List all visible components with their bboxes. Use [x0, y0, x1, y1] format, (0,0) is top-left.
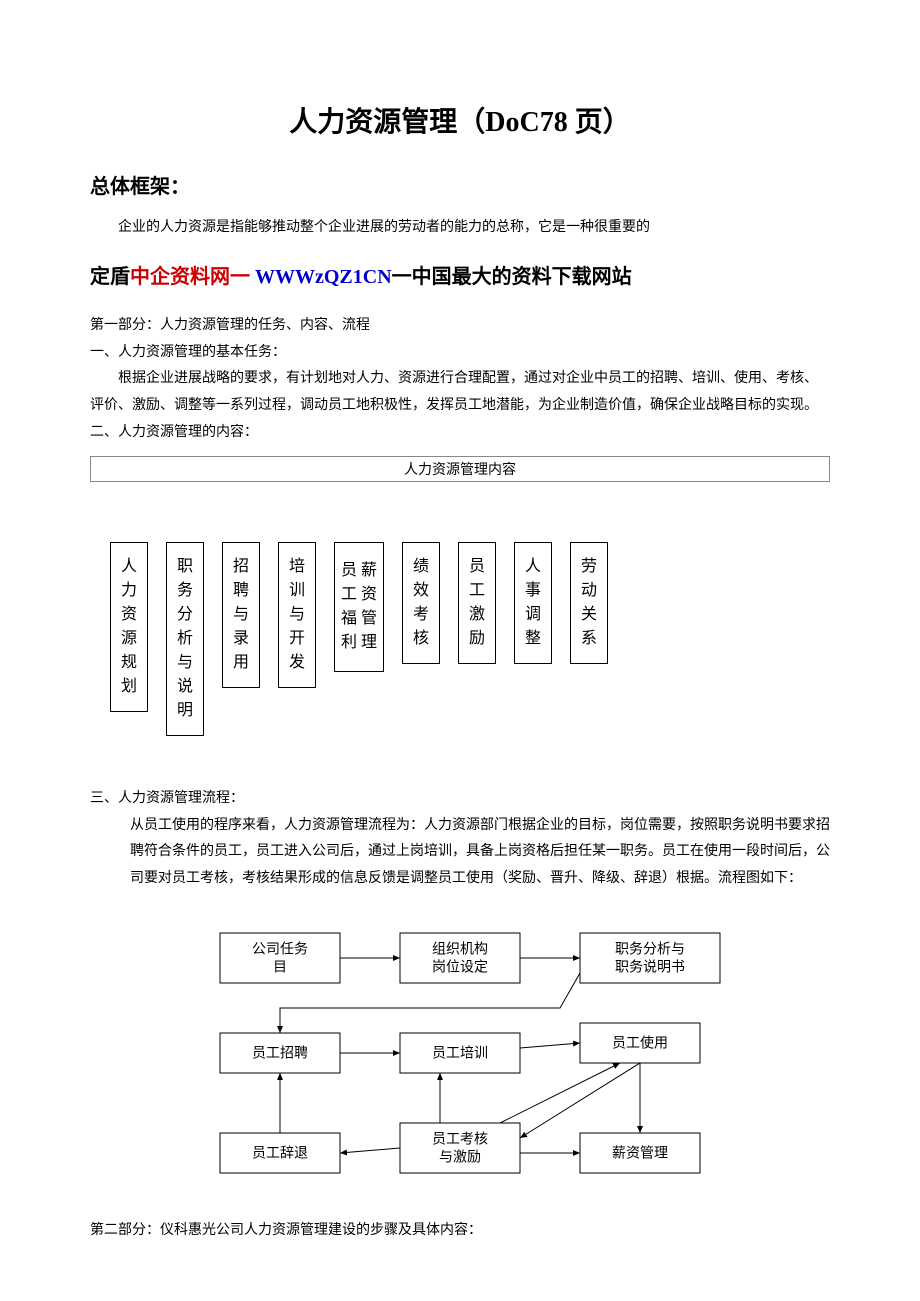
box-char: 招: [233, 555, 249, 579]
box-char: 考: [413, 603, 429, 627]
box-char: 与: [289, 603, 305, 627]
banner-link[interactable]: WWWzQZ1CN: [255, 266, 392, 288]
svg-text:岗位设定: 岗位设定: [432, 959, 488, 975]
hr-content-box: 招聘与录用: [222, 542, 260, 688]
box-char: 分: [177, 603, 193, 627]
box-char: 福: [341, 607, 357, 631]
box-char: 激: [469, 603, 485, 627]
hr-content-box: 人力资源规划: [110, 542, 148, 712]
svg-text:职务说明书: 职务说明书: [615, 959, 685, 975]
hr-content-box: 员工福利薪资管理: [334, 542, 384, 672]
box-char: 明: [177, 699, 193, 723]
site-banner: 定盾中企资料网一 WWWzQZ1CN一中国最大的资料下载网站: [90, 260, 830, 289]
svg-text:目: 目: [273, 960, 287, 975]
box-char: 事: [525, 579, 541, 603]
box-char: 用: [233, 651, 249, 675]
svg-text:员工招聘: 员工招聘: [252, 1045, 308, 1061]
svg-text:薪资管理: 薪资管理: [612, 1145, 668, 1161]
box-char: 培: [289, 555, 305, 579]
box-char: 力: [121, 579, 137, 603]
box-char: 系: [581, 627, 597, 651]
box-char: 调: [525, 603, 541, 627]
hr-flowchart: 公司任务目 组织机构岗位设定 职务分析与职务说明书员工招聘 员工培训 员工使用员工辞退 员…: [180, 913, 740, 1198]
svg-text:公司任务: 公司任务: [252, 941, 308, 957]
box-char: 利: [341, 631, 357, 655]
hr-content-boxes: 人力资源规划职务分析与说明招聘与录用培训与开发员工福利薪资管理绩效考核员工激励人…: [110, 542, 830, 736]
svg-text:员工使用: 员工使用: [612, 1034, 668, 1051]
part2-heading: 第二部分：仪科惠光公司人力资源管理建设的步骤及具体内容：: [90, 1218, 830, 1245]
box-col: 员工福利: [341, 559, 357, 655]
box-char: 动: [581, 579, 597, 603]
box-char: 员: [469, 555, 485, 579]
svg-text:与激励: 与激励: [439, 1148, 481, 1165]
box-char: 录: [233, 627, 249, 651]
box-char: 效: [413, 579, 429, 603]
box-char: 员: [341, 559, 357, 583]
section3-heading: 三、人力资源管理流程：: [90, 786, 830, 813]
banner-prefix: 定盾: [90, 266, 130, 288]
svg-text:职务分析与: 职务分析与: [615, 941, 685, 957]
document-page: 人力资源管理（DoC78 页） 总体框架： 企业的人力资源是指能够推动整个企业进…: [0, 0, 920, 1284]
svg-text:员工辞退: 员工辞退: [252, 1145, 308, 1161]
box-char: 规: [121, 651, 137, 675]
section1-heading: 一、人力资源管理的基本任务：: [90, 340, 830, 367]
box-char: 务: [177, 579, 193, 603]
box-char: 与: [177, 651, 193, 675]
box-char: 划: [121, 675, 137, 699]
box-char: 训: [289, 579, 305, 603]
svg-text:员工考核: 员工考核: [432, 1131, 488, 1147]
box-char: 资: [121, 603, 137, 627]
box-char: 资: [361, 583, 377, 607]
box-char: 说: [177, 675, 193, 699]
banner-suffix: 一中国最大的资料下载网站: [392, 266, 632, 288]
box-char: 发: [289, 651, 305, 675]
section2-heading: 二、人力资源管理的内容：: [90, 420, 830, 447]
hr-content-title-cell: 人力资源管理内容: [91, 457, 830, 482]
box-char: 整: [525, 627, 541, 651]
box-char: 人: [121, 555, 137, 579]
intro-paragraph: 企业的人力资源是指能够推动整个企业进展的劳动者的能力的总称，它是一种很重要的: [90, 215, 830, 240]
box-char: 工: [469, 579, 485, 603]
box-col: 薪资管理: [361, 559, 377, 655]
svg-text:组织机构: 组织机构: [432, 941, 488, 957]
hr-content-box: 人事调整: [514, 542, 552, 664]
banner-red: 中企资料网一: [130, 266, 255, 288]
box-char: 与: [233, 603, 249, 627]
document-title: 人力资源管理（DoC78 页）: [90, 100, 830, 140]
box-char: 开: [289, 627, 305, 651]
flowchart-svg: 公司任务目 组织机构岗位设定 职务分析与职务说明书员工招聘 员工培训 员工使用员工辞退 员…: [180, 913, 740, 1193]
hr-content-box: 劳动关系: [570, 542, 608, 664]
box-char: 励: [469, 627, 485, 651]
box-char: 源: [121, 627, 137, 651]
box-char: 绩: [413, 555, 429, 579]
box-char: 关: [581, 603, 597, 627]
box-char: 析: [177, 627, 193, 651]
box-char: 聘: [233, 579, 249, 603]
framework-heading: 总体框架：: [90, 170, 830, 199]
box-char: 理: [361, 631, 377, 655]
section3-body: 从员工使用的程序来看，人力资源管理流程为：人力资源部门根据企业的目标，岗位需要，…: [130, 813, 830, 893]
box-char: 核: [413, 627, 429, 651]
hr-content-box: 培训与开发: [278, 542, 316, 688]
box-char: 职: [177, 555, 193, 579]
box-char: 工: [341, 583, 357, 607]
section1-body: 根据企业进展战略的要求，有计划地对人力、资源进行合理配置，通过对企业中员工的招聘…: [90, 366, 830, 419]
box-char: 劳: [581, 555, 597, 579]
box-char: 管: [361, 607, 377, 631]
part1-heading: 第一部分：人力资源管理的任务、内容、流程: [90, 313, 830, 340]
box-char: 薪: [361, 559, 377, 583]
hr-content-box: 员工激励: [458, 542, 496, 664]
hr-content-box: 绩效考核: [402, 542, 440, 664]
hr-content-title-table: 人力资源管理内容: [90, 456, 830, 482]
box-char: 人: [525, 555, 541, 579]
svg-text:员工培训: 员工培训: [432, 1045, 488, 1061]
hr-content-box: 职务分析与说明: [166, 542, 204, 736]
